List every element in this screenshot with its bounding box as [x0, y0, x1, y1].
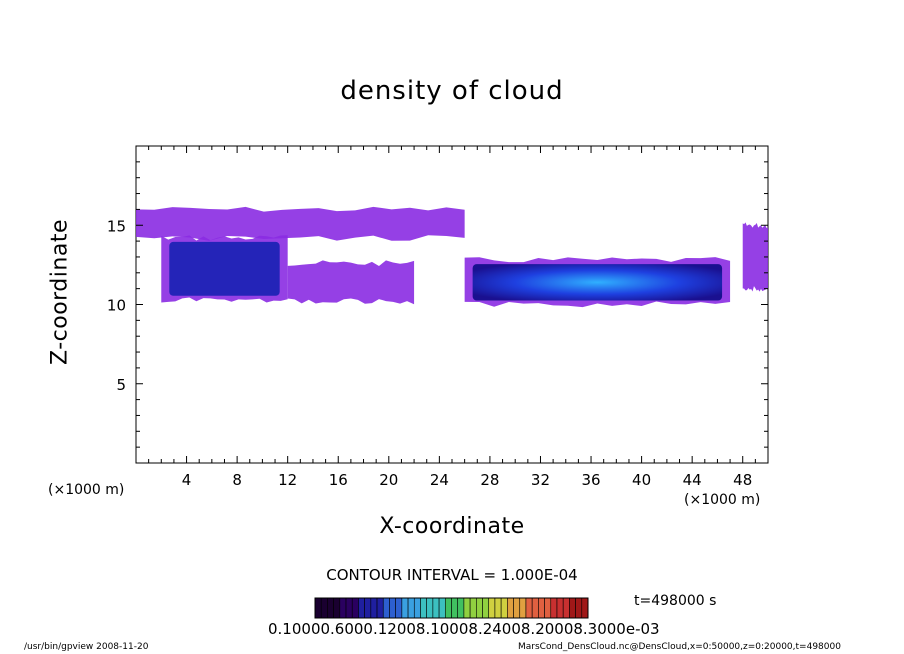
- y-axis-label: Z-coordinate: [47, 219, 73, 365]
- x-tick-label: 36: [581, 471, 600, 489]
- colorbar-segment: [395, 597, 403, 619]
- cloud-core: [472, 264, 723, 301]
- colorbar-segment: [358, 597, 365, 619]
- colorbar-segment: [320, 597, 328, 619]
- colorbar-segment: [451, 597, 459, 619]
- cloud-core: [169, 241, 280, 296]
- colorbar-segment: [401, 597, 409, 619]
- colorbar-segment: [500, 597, 508, 619]
- colorbar-segment: [531, 597, 539, 619]
- cloud-fringe: [287, 260, 415, 305]
- colorbar-segment: [519, 597, 527, 619]
- colorbar-segment: [432, 597, 440, 619]
- colorbar-segment: [538, 597, 545, 619]
- x-tick-label: 20: [379, 471, 398, 489]
- x-tick-label: 24: [430, 471, 449, 489]
- footer-program-info: /usr/bin/gpview 2008-11-20: [24, 642, 149, 652]
- colorbar-segment: [376, 597, 384, 619]
- colorbar-segment: [544, 597, 552, 619]
- footer-file-info: MarsCond_DensCloud.nc@DensCloud,x=0:5000…: [518, 642, 841, 652]
- y-tick-label: 15: [107, 217, 126, 235]
- colorbar-segment: [370, 597, 378, 619]
- colorbar-segment: [438, 597, 446, 619]
- colorbar-segment: [327, 597, 334, 619]
- cloud-region: [136, 206, 465, 241]
- colorbar-segment: [550, 597, 558, 619]
- colorbar-segment: [389, 597, 396, 619]
- cloud-region: [161, 235, 288, 303]
- x-tick-label: 44: [683, 471, 702, 489]
- colorbar-segment: [488, 597, 496, 619]
- colorbar-segment: [507, 597, 514, 619]
- colorbar-segment: [513, 597, 521, 619]
- colorbar-segment: [525, 597, 533, 619]
- colorbar-segment: [413, 597, 421, 619]
- colorbar-segment: [476, 597, 483, 619]
- x-tick-label: 16: [329, 471, 348, 489]
- colorbar-segment: [463, 597, 471, 619]
- cloud-fringe: [742, 222, 768, 292]
- colorbar-segment: [494, 597, 502, 619]
- colorbar-segment: [569, 597, 576, 619]
- colorbar-segment: [581, 597, 589, 619]
- cloud-region: [464, 257, 731, 308]
- colorbar-segment: [562, 597, 570, 619]
- colorbar-segment: [339, 597, 347, 619]
- cloud-density-field: [136, 206, 768, 308]
- colorbar-segment: [345, 597, 353, 619]
- y-tick-label: 5: [116, 376, 126, 394]
- x-tick-label: 48: [733, 471, 752, 489]
- chart-title: density of cloud: [340, 76, 564, 106]
- contour-interval-label: CONTOUR INTERVAL = 1.000E-04: [326, 566, 578, 584]
- x-axis-label: X-coordinate: [379, 514, 525, 539]
- colorbar-segment: [444, 597, 452, 619]
- x-tick-label: 28: [480, 471, 499, 489]
- x-tick-label: 40: [632, 471, 651, 489]
- plot-frame: [135, 145, 769, 464]
- colorbar: [314, 597, 589, 619]
- colorbar-segment: [364, 597, 372, 619]
- colorbar-segment: [407, 597, 415, 619]
- x-tick-label: 4: [182, 471, 192, 489]
- y-tick-label: 10: [107, 297, 126, 315]
- colorbar-segment: [314, 597, 322, 619]
- x-tick-label: 12: [278, 471, 297, 489]
- x-unit-label-right: (×1000 m): [684, 492, 761, 508]
- time-label: t=498000 s: [634, 593, 717, 609]
- cloud-fringe: [136, 206, 465, 241]
- x-unit-label-left: (×1000 m): [48, 482, 125, 498]
- colorbar-segment: [556, 597, 564, 619]
- colorbar-segment: [457, 597, 465, 619]
- colorbar-segment: [482, 597, 490, 619]
- colorbar-segment: [426, 597, 434, 619]
- colorbar-segment: [351, 597, 359, 619]
- cloud-region: [742, 222, 768, 292]
- axis-ticks: [136, 146, 768, 463]
- colorbar-frame: [314, 597, 589, 619]
- cloud-region: [287, 260, 415, 305]
- colorbar-tick-labels: 0.10000.6000.12008.10008.24008.20008.300…: [268, 620, 660, 638]
- x-tick-label: 8: [232, 471, 242, 489]
- colorbar-segment: [382, 597, 390, 619]
- colorbar-segment: [420, 597, 427, 619]
- x-tick-label: 32: [531, 471, 550, 489]
- colorbar-segment: [469, 597, 477, 619]
- colorbar-segment: [333, 597, 341, 619]
- colorbar-segment: [575, 597, 583, 619]
